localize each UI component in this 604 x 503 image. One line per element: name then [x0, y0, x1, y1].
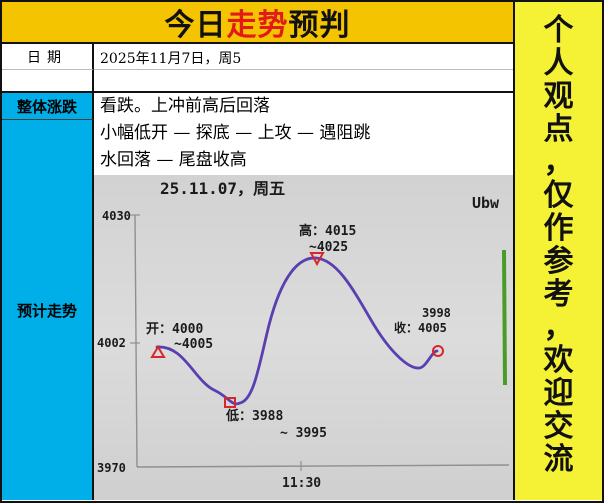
title-text-post: 预判: [288, 8, 351, 43]
title-text-pre: 今日: [164, 8, 227, 43]
forecast-label: 预计走势: [2, 120, 94, 500]
date-label: 日期: [2, 44, 94, 70]
trend-line-1: 看跌。上冲前高后回落: [100, 96, 270, 116]
blank-label-cell: [2, 70, 94, 93]
high-label: 高：4015: [299, 223, 356, 239]
open-marker-icon: [150, 345, 166, 358]
low-marker-icon: [224, 397, 236, 408]
sketch-header: 25.11.07，周五: [160, 179, 285, 198]
high-marker-icon: [309, 252, 325, 267]
page-title: 今日 走势 预判: [2, 2, 513, 44]
trend-line-2: 小幅低开 — 探底 — 上攻 — 遇阻跳: [100, 123, 371, 143]
side-char: 仅: [543, 178, 574, 213]
side-char: 个: [543, 13, 574, 48]
close-label: 收：4005: [394, 320, 447, 335]
side-char: ，: [543, 310, 574, 345]
side-char: 点: [543, 112, 574, 147]
title-text-highlight: 走势: [226, 8, 289, 43]
open-range: ~4005: [174, 337, 213, 352]
side-note-text: 个 人 观 点 ， 仅 作 参 考 ， 欢 迎 交 流: [515, 14, 602, 476]
low-label: 低：3988: [225, 408, 283, 424]
low-range: ~ 3995: [280, 426, 327, 441]
overall-trend-text: 看跌。上冲前高后回落 小幅低开 — 探底 — 上攻 — 遇阻跳 水回落 — 尾盘…: [94, 93, 513, 175]
overall-trend-label: 整体涨跌: [2, 93, 94, 120]
close-marker-icon: [432, 345, 444, 357]
sketch-y-axis: [134, 214, 138, 468]
side-char: ，: [543, 145, 574, 180]
high-range: ~4025: [309, 240, 348, 255]
y-mid-label: 4002: [97, 336, 126, 350]
side-char: 作: [543, 211, 574, 246]
date-value: 2025年11月7日，周5: [94, 44, 513, 70]
side-char: 迎: [543, 376, 574, 411]
blank-value-cell: [94, 70, 513, 93]
y-bottom-label: 3970: [97, 461, 126, 475]
side-note-panel: 个 人 观 点 ， 仅 作 参 考 ， 欢 迎 交 流: [513, 2, 602, 500]
side-char: 流: [543, 442, 574, 477]
side-char: 人: [543, 46, 574, 81]
side-char: 交: [543, 409, 574, 444]
sketch-trend-curve: [155, 256, 439, 406]
sketch-corner-note: Ubw: [472, 194, 500, 212]
x-mid-label: 11:30: [282, 476, 321, 491]
close-label-top: 3998: [422, 306, 451, 320]
sketch-x-axis: [136, 464, 510, 468]
side-char: 考: [543, 277, 574, 312]
open-label: 开：4000: [146, 322, 203, 337]
y-top-label: 4030: [102, 209, 131, 223]
sketch-green-line: [502, 249, 507, 386]
sketch-svg: 25.11.07，周五 Ubw 4030 4002 3970 11:30 开：4…: [97, 179, 510, 491]
side-char: 欢: [543, 343, 574, 378]
forecast-sketch: 25.11.07，周五 Ubw 4030 4002 3970 11:30 开：4…: [94, 175, 513, 500]
side-char: 参: [543, 244, 574, 279]
side-char: 观: [543, 79, 574, 114]
trend-line-3: 水回落 — 尾盘收高: [100, 150, 247, 170]
